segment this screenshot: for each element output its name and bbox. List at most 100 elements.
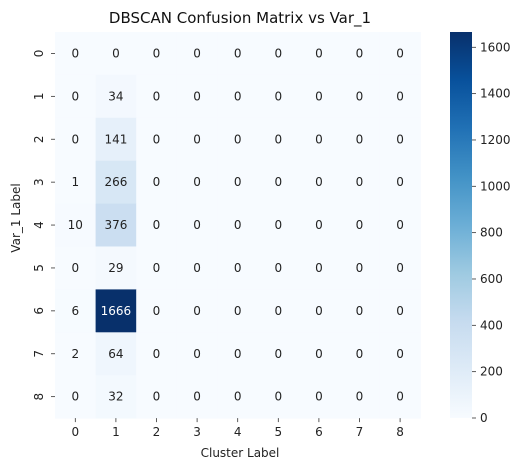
colorbar-tick-label: 1000	[480, 179, 511, 193]
cell-value-label: 0	[234, 175, 242, 189]
cell-value-label: 0	[315, 46, 323, 60]
cell-value-label: 0	[234, 261, 242, 275]
y-tick-label: 1	[32, 93, 46, 101]
y-axis-label: Var_1 Label	[9, 183, 23, 252]
cell-value-label: 376	[104, 218, 127, 232]
cell-value-label: 0	[71, 261, 79, 275]
cell-value-label: 1	[71, 175, 79, 189]
cell-value-label: 0	[315, 261, 323, 275]
cell-value-label: 0	[315, 89, 323, 103]
cell-value-label: 0	[193, 261, 201, 275]
cell-value-label: 0	[396, 390, 404, 404]
x-tick-label: 0	[71, 425, 79, 439]
colorbar-tick-label: 600	[480, 272, 503, 286]
x-tick-label: 2	[153, 425, 161, 439]
cell-value-label: 0	[396, 175, 404, 189]
cell-value-label: 0	[274, 175, 282, 189]
colorbar-tick-label: 200	[480, 365, 503, 379]
cell-value-label: 0	[396, 261, 404, 275]
cell-value-label: 0	[274, 390, 282, 404]
cell-value-label: 1666	[101, 304, 132, 318]
cell-value-label: 0	[193, 132, 201, 146]
cell-value-label: 0	[356, 132, 364, 146]
cell-value-label: 6	[71, 304, 79, 318]
cell-value-label: 0	[356, 89, 364, 103]
cell-value-label: 0	[71, 132, 79, 146]
colorbar-tick-label: 1200	[480, 133, 511, 147]
cell-value-label: 32	[108, 390, 123, 404]
cell-value-label: 0	[153, 132, 161, 146]
cell-value-label: 0	[153, 218, 161, 232]
cell-value-label: 0	[153, 46, 161, 60]
cell-value-label: 64	[108, 347, 123, 361]
cell-value-label: 0	[193, 218, 201, 232]
cell-value-label: 0	[274, 46, 282, 60]
cell-value-label: 0	[71, 390, 79, 404]
x-tick-label: 5	[274, 425, 282, 439]
cell-value-label: 0	[153, 304, 161, 318]
cell-value-label: 0	[234, 89, 242, 103]
x-tick-label: 7	[356, 425, 364, 439]
x-axis-ticks: 012345678	[71, 418, 403, 439]
cell-value-label: 0	[193, 175, 201, 189]
cell-value-label: 0	[356, 390, 364, 404]
cell-value-label: 0	[274, 347, 282, 361]
x-tick-label: 6	[315, 425, 323, 439]
cell-value-label: 0	[153, 89, 161, 103]
cell-value-label: 0	[315, 132, 323, 146]
cell-value-label: 0	[315, 218, 323, 232]
cell-value-label: 0	[193, 304, 201, 318]
cell-value-label: 0	[396, 89, 404, 103]
cell-value-label: 0	[112, 46, 120, 60]
y-tick-label: 2	[32, 135, 46, 143]
cell-value-label: 0	[153, 175, 161, 189]
cell-value-label: 0	[234, 304, 242, 318]
y-tick-label: 6	[32, 307, 46, 315]
cell-value-label: 0	[396, 218, 404, 232]
cell-value-label: 2	[71, 347, 79, 361]
cell-value-label: 0	[193, 347, 201, 361]
cell-value-label: 141	[104, 132, 127, 146]
colorbar-tick-label: 0	[480, 411, 488, 425]
cell-value-label: 266	[104, 175, 127, 189]
cell-value-label: 0	[315, 390, 323, 404]
cell-value-label: 0	[71, 89, 79, 103]
y-tick-label: 3	[32, 178, 46, 186]
cell-value-label: 0	[396, 304, 404, 318]
cell-value-label: 0	[193, 89, 201, 103]
cell-value-label: 0	[274, 132, 282, 146]
cell-value-label: 0	[274, 304, 282, 318]
colorbar	[450, 32, 472, 418]
colorbar-tick-label: 1600	[480, 40, 511, 54]
x-tick-label: 4	[234, 425, 242, 439]
cell-value-label: 0	[274, 261, 282, 275]
cell-value-label: 10	[68, 218, 83, 232]
cell-value-label: 0	[234, 218, 242, 232]
cell-value-label: 0	[315, 304, 323, 318]
cell-value-label: 0	[396, 132, 404, 146]
cell-value-label: 0	[234, 390, 242, 404]
cell-value-label: 0	[315, 347, 323, 361]
cell-value-label: 0	[234, 46, 242, 60]
cell-value-label: 0	[356, 175, 364, 189]
cell-value-label: 0	[356, 304, 364, 318]
cell-value-label: 0	[153, 390, 161, 404]
colorbar-tick-label: 800	[480, 226, 503, 240]
y-tick-label: 0	[32, 50, 46, 58]
cell-value-label: 0	[193, 390, 201, 404]
colorbar-tick-label: 1400	[480, 87, 511, 101]
cell-value-label: 29	[108, 261, 123, 275]
x-axis-label: Cluster Label	[201, 446, 280, 460]
cell-value-label: 0	[315, 175, 323, 189]
cell-value-label: 0	[153, 347, 161, 361]
y-tick-label: 8	[32, 393, 46, 401]
cell-value-label: 0	[274, 89, 282, 103]
colorbar-tick-label: 400	[480, 318, 503, 332]
chart-title: DBSCAN Confusion Matrix vs Var_1	[109, 9, 371, 28]
x-tick-label: 3	[193, 425, 201, 439]
cell-value-label: 0	[356, 347, 364, 361]
cell-value-label: 0	[234, 347, 242, 361]
cell-value-label: 0	[396, 347, 404, 361]
cell-value-label: 0	[396, 46, 404, 60]
cell-value-label: 0	[71, 46, 79, 60]
